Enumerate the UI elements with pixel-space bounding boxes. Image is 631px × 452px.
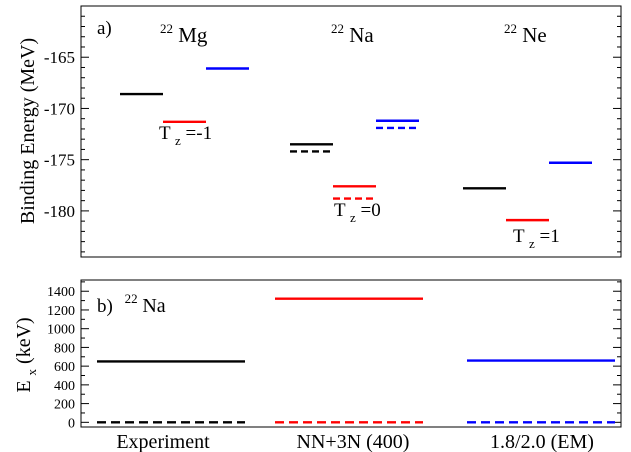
category-label-em: 1.8/2.0 (EM) [490, 431, 594, 452]
panel-b-frame [80, 279, 622, 428]
nucleus-ne-mass: 22 [504, 21, 517, 36]
category-label-nn-3n: NN+3N (400) [297, 431, 410, 452]
isospin-na-value: =0 [361, 200, 381, 221]
panel-b-y-tick-label: 0 [68, 416, 75, 431]
isospin-na-t: T [334, 200, 346, 221]
nucleus-na-symbol: Na [349, 23, 374, 47]
panel-b-y-axis-rest: (keV) [13, 317, 35, 364]
panel-a-y-tick-label: -180 [44, 202, 75, 221]
panel-a-y-tick-label: -170 [44, 99, 75, 118]
panel-b-y-tick-label: 1000 [47, 323, 75, 338]
isospin-mg-value: =-1 [186, 123, 213, 144]
nucleus-label-ne: 22 Ne [504, 14, 547, 47]
panel-b-label-letter: b) [97, 296, 113, 317]
nucleus-label-na: 22 Na [331, 14, 374, 47]
panel-b-levels [97, 297, 615, 424]
nucleus-ne-symbol: Ne [522, 23, 547, 47]
nucleus-na-mass: 22 [331, 21, 344, 36]
panel-b-nucleus-mass: 22 [125, 291, 138, 306]
panel-b-y-axis-main: E [13, 380, 35, 392]
isospin-ne-value: =1 [540, 226, 560, 247]
nucleus-mg-mass: 22 [160, 21, 173, 36]
panel-a-frame [80, 5, 622, 258]
panel-b-y-tick-label: 600 [54, 360, 75, 375]
panel-b-ticks: 0 200 400 600 800 1000 1200 1400 [47, 281, 621, 431]
panel-a: -165 -170 -175 -180 a) Binding Energy (MeV)… [17, 5, 622, 258]
panel-b-y-axis-sub: x [24, 368, 39, 375]
panel-b-y-tick-label: 400 [54, 379, 75, 394]
panel-b-nucleus-symbol: Na [142, 295, 165, 317]
isospin-na-sub: z [350, 210, 356, 225]
panel-a-levels [120, 67, 592, 222]
isospin-label-mg: T z =-1 [159, 123, 212, 150]
panel-b-y-tick-label: 800 [54, 341, 75, 356]
isospin-label-ne: T z =1 [513, 226, 560, 253]
nucleus-label-mg: 22 Mg [160, 14, 208, 47]
panel-a-y-tick-label: -165 [44, 48, 75, 67]
panel-a-label: a) [97, 18, 112, 39]
nucleus-mg-symbol: Mg [178, 23, 208, 47]
category-label-experiment: Experiment [116, 431, 210, 452]
isospin-ne-sub: z [529, 236, 535, 251]
isospin-ne-t: T [513, 226, 525, 247]
isospin-mg-sub: z [175, 133, 181, 148]
panel-b-y-tick-label: 1200 [47, 304, 75, 319]
panel-b-y-tick-label: 1400 [47, 285, 75, 300]
panel-b: 0 200 400 600 800 1000 1200 1400 b) 22 Na E x (… [13, 279, 622, 452]
panel-a-ticks: -165 -170 -175 -180 [44, 15, 621, 253]
isospin-label-na: T z =0 [334, 200, 381, 227]
panel-a-y-axis-label: Binding Energy (MeV) [17, 38, 39, 224]
panel-b-y-tick-label: 200 [54, 398, 75, 413]
panel-a-y-tick-label: -175 [44, 151, 75, 170]
panel-b-y-axis-label: E x (keV) [13, 317, 41, 392]
isospin-mg-t: T [159, 123, 171, 144]
panel-b-label: b) 22 Na [97, 287, 166, 317]
